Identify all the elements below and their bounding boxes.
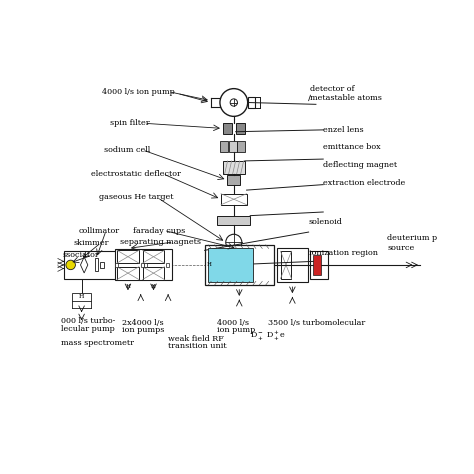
Text: 3500 l/s turbomolecular: 3500 l/s turbomolecular: [268, 319, 366, 327]
Bar: [73, 293, 91, 301]
Bar: [143, 267, 164, 280]
Text: H: H: [79, 294, 84, 300]
Bar: [220, 141, 228, 152]
Bar: [117, 250, 139, 263]
Text: H: H: [151, 284, 156, 289]
Bar: [237, 141, 245, 152]
Text: spin filter: spin filter: [109, 119, 149, 128]
Text: D$^-_+$ D$^+_+$e: D$^-_+$ D$^+_+$e: [250, 329, 286, 343]
Text: 4000 l/s: 4000 l/s: [218, 319, 249, 327]
Text: sodium cell: sodium cell: [104, 146, 150, 154]
Bar: [166, 263, 169, 267]
Text: faraday cups: faraday cups: [133, 227, 186, 235]
Text: deuterium p
source: deuterium p source: [387, 235, 437, 252]
Bar: [64, 251, 117, 279]
Bar: [248, 97, 255, 108]
Bar: [95, 258, 98, 272]
Bar: [313, 255, 321, 275]
Bar: [100, 262, 104, 268]
Text: gaseous He target: gaseous He target: [99, 193, 173, 201]
Bar: [236, 123, 245, 134]
Polygon shape: [224, 252, 244, 265]
Bar: [145, 263, 147, 267]
Bar: [277, 247, 308, 282]
Bar: [229, 141, 237, 152]
Text: emittance box: emittance box: [323, 144, 381, 151]
Text: collimator: collimator: [79, 227, 120, 235]
Text: 000 l/s turbo-: 000 l/s turbo-: [61, 318, 116, 326]
Text: separating magnets: separating magnets: [119, 238, 201, 246]
Text: mass spectrometr: mass spectrometr: [61, 339, 134, 347]
Bar: [115, 263, 118, 267]
Text: ionization region: ionization region: [309, 249, 378, 257]
Text: 2x4000 l/s: 2x4000 l/s: [122, 319, 164, 327]
Text: ssociator: ssociator: [62, 251, 99, 259]
Bar: [281, 251, 292, 279]
Bar: [227, 175, 240, 185]
Polygon shape: [81, 257, 88, 273]
Bar: [218, 216, 250, 225]
Bar: [237, 250, 243, 264]
Bar: [117, 267, 139, 280]
Circle shape: [226, 234, 242, 250]
Bar: [225, 250, 231, 264]
Text: H: H: [206, 263, 211, 267]
Text: ion pumps: ion pumps: [122, 326, 164, 334]
Text: electrostatic deflector: electrostatic deflector: [91, 170, 182, 178]
Bar: [141, 263, 144, 267]
Circle shape: [66, 260, 75, 270]
Text: 4000 l/s ion pump: 4000 l/s ion pump: [102, 88, 175, 96]
Text: skimmer: skimmer: [74, 239, 109, 247]
Text: deflecting magnet: deflecting magnet: [323, 161, 397, 169]
Circle shape: [220, 89, 248, 117]
Text: weak field RF: weak field RF: [168, 335, 224, 343]
Text: solenoid: solenoid: [309, 218, 343, 226]
Text: extraction electrode: extraction electrode: [323, 179, 405, 187]
Bar: [115, 249, 172, 281]
Bar: [310, 251, 328, 279]
Text: enzel lens: enzel lens: [323, 126, 364, 134]
Bar: [223, 161, 245, 173]
Bar: [223, 123, 232, 134]
Bar: [221, 194, 246, 205]
Text: transition unit: transition unit: [168, 342, 227, 350]
Text: detector of
metastable atoms: detector of metastable atoms: [310, 85, 383, 102]
Text: H: H: [126, 284, 130, 289]
Circle shape: [230, 99, 237, 106]
Text: ion pump: ion pump: [218, 326, 255, 334]
Text: lecular pump: lecular pump: [61, 325, 115, 333]
Bar: [205, 245, 274, 285]
Bar: [208, 248, 253, 282]
Bar: [143, 250, 164, 263]
